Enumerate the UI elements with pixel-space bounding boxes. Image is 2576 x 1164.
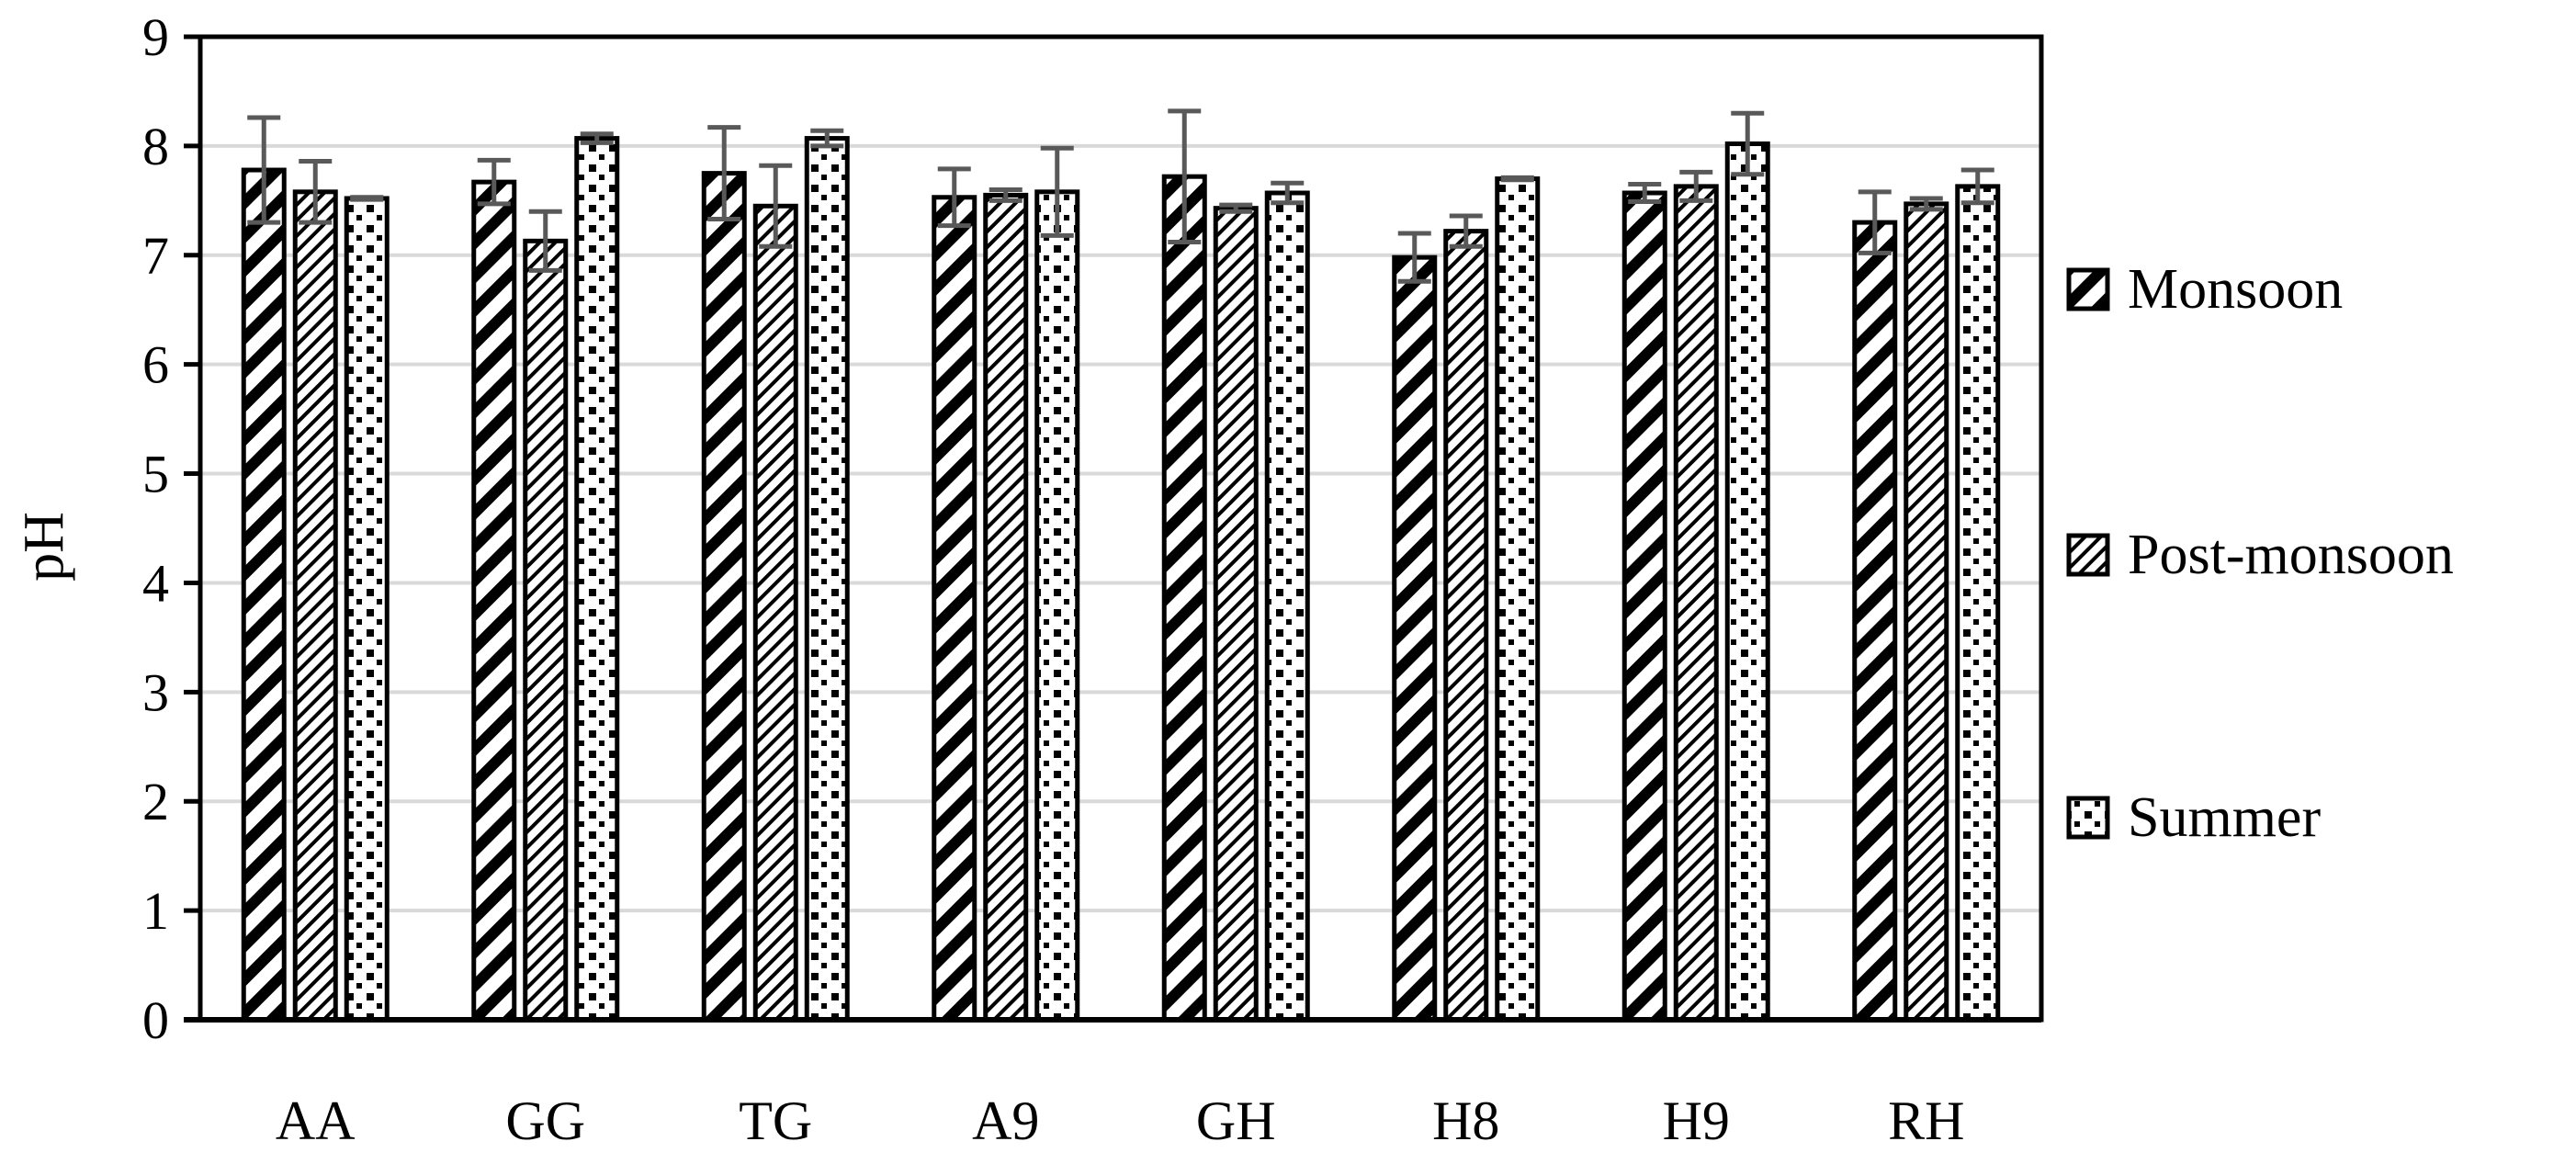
x-tick-label: RH bbox=[1888, 1091, 1964, 1151]
bar bbox=[1034, 189, 1080, 1023]
bar bbox=[1852, 220, 1898, 1023]
x-tick-label: A9 bbox=[972, 1091, 1039, 1151]
x-tick-label: AA bbox=[276, 1091, 356, 1151]
bar bbox=[471, 179, 517, 1023]
legend: Monsoon Post-monsoon Summer bbox=[2066, 258, 2454, 849]
bar bbox=[1443, 229, 1489, 1023]
bar bbox=[1724, 141, 1770, 1023]
bars-group bbox=[241, 136, 2001, 1023]
y-tick-label: 0 bbox=[142, 990, 169, 1050]
y-tick-label: 6 bbox=[142, 335, 169, 395]
x-tick-label: GG bbox=[505, 1091, 585, 1151]
bar bbox=[241, 167, 287, 1023]
bar bbox=[932, 195, 977, 1023]
legend-label: Summer bbox=[2128, 786, 2321, 849]
y-tick-label: 8 bbox=[142, 117, 169, 176]
bar bbox=[701, 171, 747, 1023]
bar bbox=[1213, 206, 1259, 1023]
bar bbox=[344, 196, 390, 1023]
bar bbox=[1264, 190, 1310, 1023]
legend-label: Monsoon bbox=[2128, 258, 2343, 321]
x-tick-label: H8 bbox=[1432, 1091, 1499, 1151]
bar bbox=[1392, 254, 1438, 1023]
legend-label: Post-monsoon bbox=[2128, 524, 2454, 586]
y-tick-label: 2 bbox=[142, 772, 169, 831]
bar bbox=[574, 136, 620, 1023]
bar bbox=[1904, 201, 1949, 1023]
y-tick-label: 5 bbox=[142, 445, 169, 504]
error-bars-group bbox=[247, 108, 1994, 284]
bar bbox=[1955, 184, 2001, 1023]
y-tick-label: 3 bbox=[142, 662, 169, 722]
legend-swatch bbox=[2066, 267, 2110, 311]
legend-swatch bbox=[2066, 533, 2110, 577]
y-tick-label: 9 bbox=[142, 7, 169, 67]
bar bbox=[1161, 174, 1207, 1023]
bar bbox=[1495, 176, 1541, 1023]
axes-group: 0 1 2 3 4 5 6 7 8 9 AA GG TG A9 GH H8 H9 RH bbox=[142, 7, 2044, 1151]
y-tick-label: 4 bbox=[142, 553, 169, 613]
x-tick-label: GH bbox=[1196, 1091, 1276, 1151]
y-tick-label: 7 bbox=[142, 226, 169, 286]
y-tick-label: 1 bbox=[142, 881, 169, 941]
x-tick-label: H9 bbox=[1663, 1091, 1730, 1151]
bar bbox=[292, 189, 338, 1023]
x-tick-label: TG bbox=[739, 1091, 812, 1151]
bar bbox=[1673, 184, 1719, 1023]
bar bbox=[523, 238, 569, 1023]
bar bbox=[804, 136, 850, 1023]
bar bbox=[1621, 190, 1667, 1023]
legend-swatch bbox=[2066, 796, 2110, 840]
bar bbox=[752, 203, 798, 1023]
y-axis-label: pH bbox=[13, 512, 75, 582]
bar bbox=[983, 192, 1029, 1023]
